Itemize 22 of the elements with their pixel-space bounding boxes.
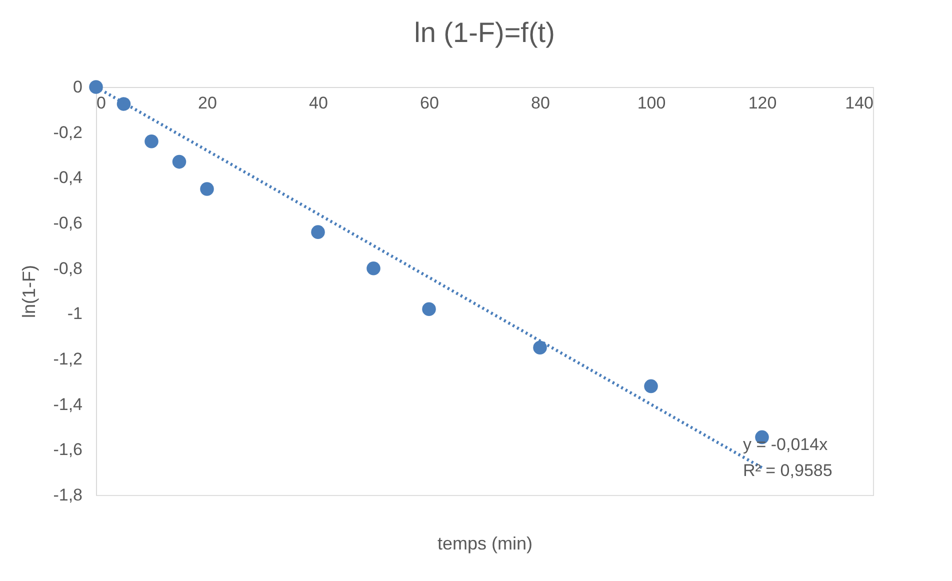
y-tick-label: -0,4	[53, 168, 82, 188]
y-tick-label: 0	[73, 78, 82, 96]
x-tick-label: 0	[96, 94, 106, 112]
y-axis-title: ln(1-F)	[19, 265, 40, 318]
y-tick-label: -1,4	[53, 394, 82, 414]
y-tick-label: -1,8	[53, 486, 82, 504]
chart-title: ln (1-F)=f(t)	[414, 17, 555, 48]
x-tick-label: 120	[748, 94, 777, 112]
x-tick-label: 140	[845, 94, 874, 112]
x-tick-label: 20	[198, 94, 217, 112]
x-tick-label: 60	[420, 94, 439, 112]
x-tick-label: 80	[531, 94, 550, 112]
y-tick-label: -1,6	[53, 440, 82, 460]
y-tick-label: -0,2	[53, 122, 82, 142]
annotation: R² = 0,9585	[743, 461, 832, 480]
x-tick-label: 40	[309, 94, 328, 112]
x-tick-label: 100	[637, 94, 666, 112]
y-tick-label: -0,6	[53, 214, 82, 232]
y-tick-label: -0,8	[53, 258, 82, 278]
x-axis-title: temps (min)	[437, 534, 533, 554]
y-tick-label: -1,2	[53, 350, 82, 368]
y-tick-label: -1	[67, 304, 82, 324]
